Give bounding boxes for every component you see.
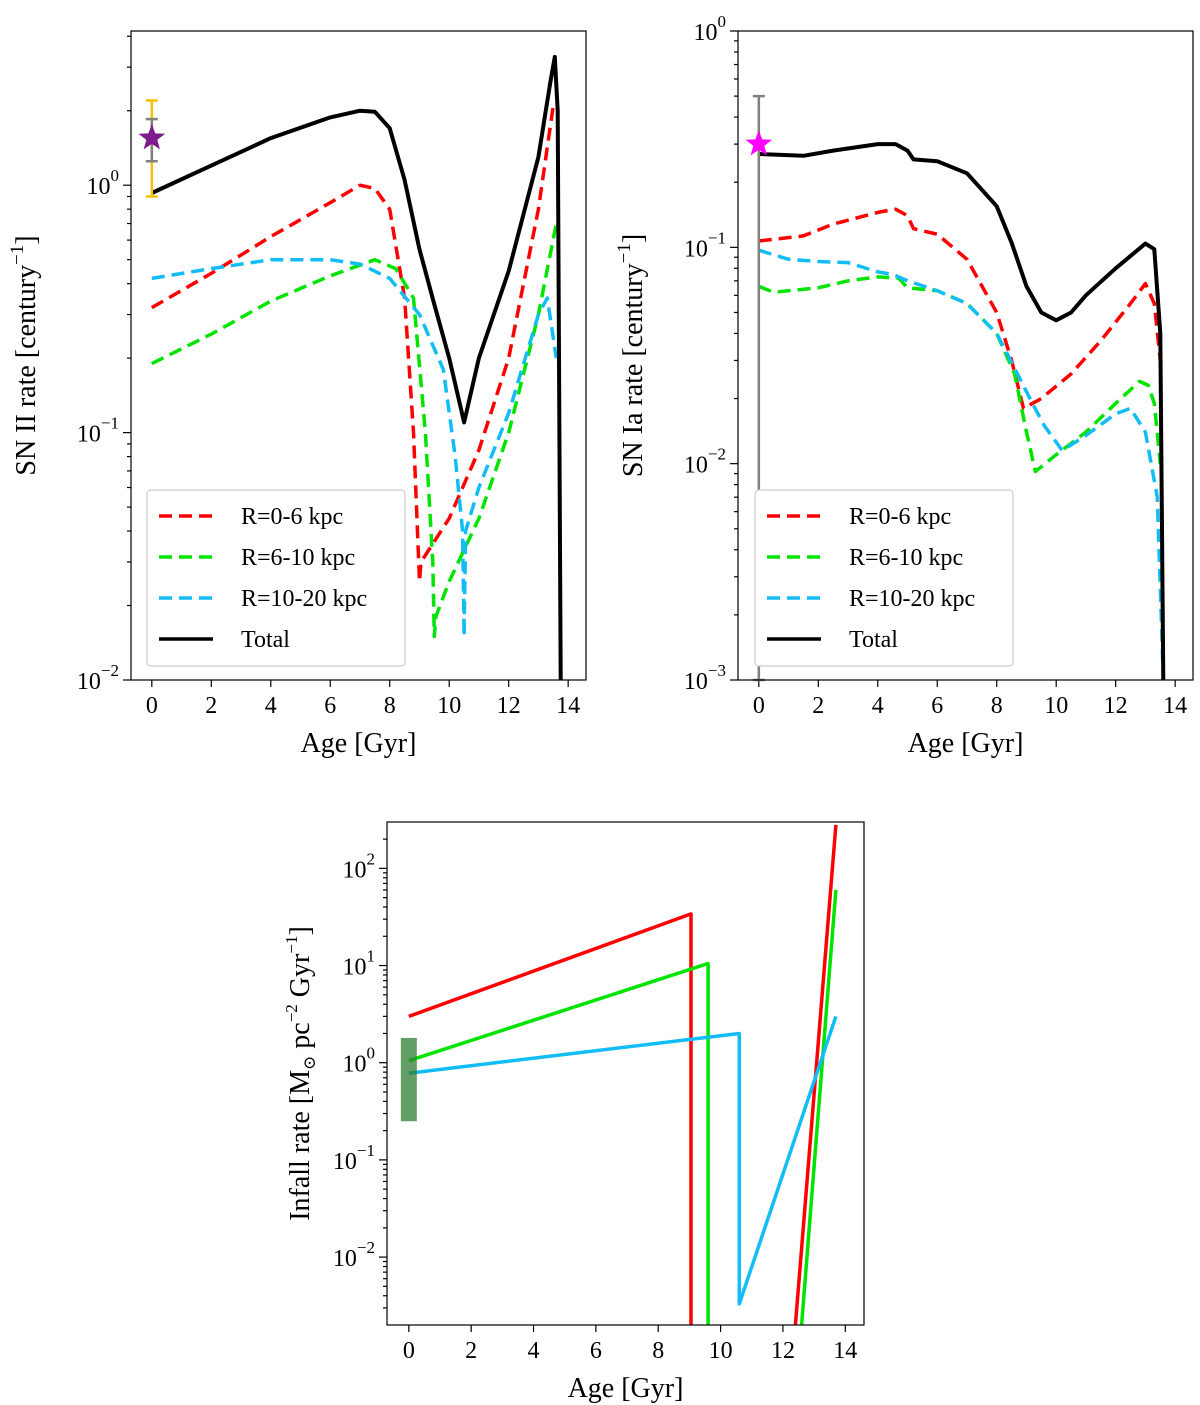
legend-box	[146, 489, 406, 667]
snii-rate-panel: 0 2 4 6 8 10 12 14 10−2 10−1 100 Age [Gyr] SN II rat…	[7, 30, 587, 759]
legend-box	[754, 489, 1014, 667]
legend-label: R=0-6 kpc	[849, 504, 951, 530]
legend-label: Total	[241, 627, 290, 653]
x-tick-label: 12	[771, 1338, 795, 1364]
infall-rate-panel: 0 2 4 6 8 10 12 14 10−2 10−1 100 101 102 Age [Gyr] Inf…	[282, 821, 865, 1404]
y-axis-label: SN II rate [century−1]	[7, 235, 42, 475]
y-tick-label: 100	[343, 1044, 376, 1078]
series-line	[758, 275, 1163, 474]
y-tick-label: 100	[694, 12, 727, 46]
plot-area	[400, 824, 838, 1325]
y-tick-label: 102	[343, 849, 376, 883]
x-tick-label: 12	[497, 693, 521, 719]
y-tick-label: 101	[343, 947, 376, 981]
series-line	[408, 961, 710, 1325]
x-tick-label: 0	[146, 693, 158, 719]
x-tick-label: 10	[437, 693, 461, 719]
series-line	[408, 1015, 838, 1306]
axes-frame	[737, 30, 1194, 681]
plot-area	[150, 54, 563, 680]
observation-star-icon	[745, 130, 773, 156]
x-tick-label: 8	[991, 693, 1003, 719]
legend-label: R=6-10 kpc	[849, 545, 963, 571]
x-tick-label: 6	[324, 693, 336, 719]
x-tick-label: 8	[384, 693, 396, 719]
axes-frame	[386, 821, 865, 1326]
x-tick-label: 14	[556, 693, 580, 719]
snia-rate-panel: 0 2 4 6 8 10 12 14 10−3 10−2 10−1 100 Age [Gyr] SN Ia…	[614, 12, 1194, 759]
y-tick-label: 10−1	[77, 414, 119, 448]
series-line	[758, 248, 1166, 680]
series-line	[151, 223, 559, 639]
x-tick-label: 0	[403, 1338, 415, 1364]
series-line	[758, 207, 1163, 411]
x-tick-label: 0	[753, 693, 765, 719]
legend: R=0-6 kpc R=6-10 kpc R=10-20 kpc Total	[754, 489, 1014, 667]
x-tick-label: 6	[590, 1338, 602, 1364]
x-tick-label: 8	[652, 1338, 664, 1364]
x-tick-label: 10	[709, 1338, 733, 1364]
observation-band	[400, 1037, 417, 1122]
observation-star-icon	[138, 124, 166, 150]
y-tick-label: 10−2	[684, 445, 726, 479]
series-line	[799, 889, 838, 1325]
plot-area	[758, 142, 1166, 680]
legend-label: R=0-6 kpc	[241, 504, 343, 530]
x-axis-label: Age [Gyr]	[568, 1373, 684, 1404]
x-tick-label: 4	[265, 693, 277, 719]
legend: R=0-6 kpc R=6-10 kpc R=10-20 kpc Total	[146, 489, 406, 667]
x-tick-label: 14	[833, 1338, 857, 1364]
legend-label: Total	[849, 627, 898, 653]
x-tick-label: 4	[528, 1338, 540, 1364]
legend-label: R=10-20 kpc	[849, 586, 975, 612]
legend-label: R=10-20 kpc	[241, 586, 367, 612]
y-tick-label: 10−1	[333, 1141, 375, 1175]
x-tick-label: 12	[1104, 693, 1128, 719]
x-tick-label: 10	[1044, 693, 1068, 719]
x-tick-label: 14	[1163, 693, 1187, 719]
series-line	[408, 912, 693, 1325]
x-tick-label: 4	[872, 693, 884, 719]
series-line	[758, 142, 1166, 680]
series-line	[151, 257, 559, 639]
x-tick-label: 2	[812, 693, 824, 719]
axes-frame	[130, 30, 587, 681]
y-tick-label: 10−1	[684, 228, 726, 262]
x-tick-label: 2	[205, 693, 217, 719]
y-axis-label: SN Ia rate [century−1]	[614, 234, 649, 477]
series-line	[150, 54, 563, 680]
legend-label: R=6-10 kpc	[241, 545, 355, 571]
y-tick-label: 100	[87, 166, 120, 200]
series-line	[150, 105, 556, 584]
x-axis-label: Age [Gyr]	[908, 728, 1024, 759]
y-axis-label: Infall rate [M⊙ pc−2 Gyr−1]	[282, 926, 319, 1221]
x-tick-label: 2	[465, 1338, 477, 1364]
x-axis-label: Age [Gyr]	[301, 728, 417, 759]
y-tick-label: 10−2	[333, 1238, 375, 1272]
y-tick-label: 10−2	[77, 661, 119, 695]
y-tick-label: 10−3	[684, 661, 726, 695]
x-tick-label: 6	[931, 693, 943, 719]
